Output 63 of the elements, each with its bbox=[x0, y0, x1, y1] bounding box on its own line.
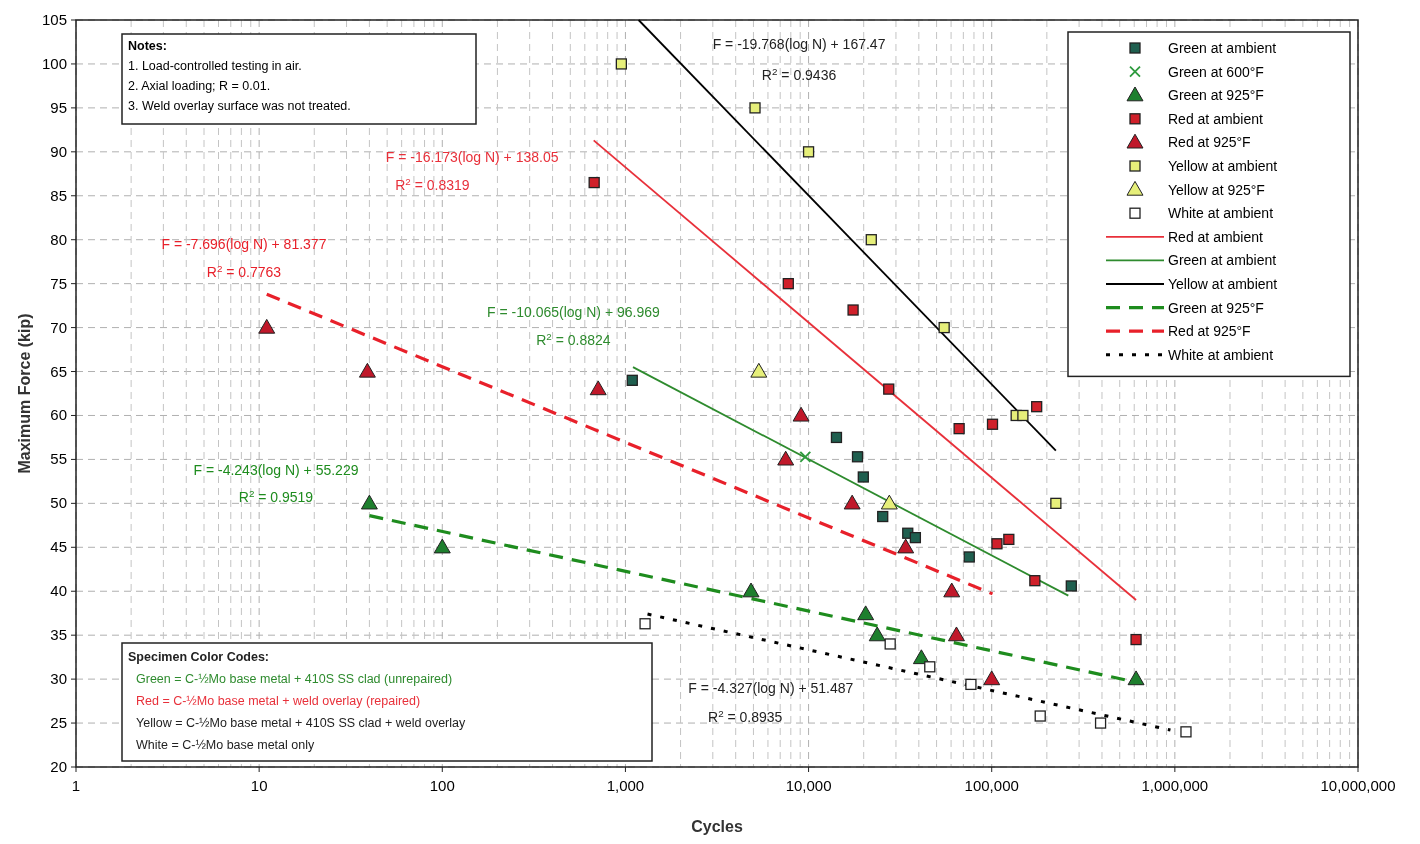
annotation: 1. Load-controlled testing in air. bbox=[128, 59, 302, 73]
annotation: Notes: bbox=[128, 39, 167, 53]
legend-label: Green at 600°F bbox=[1168, 63, 1264, 80]
legend-label: Green at ambient bbox=[1168, 40, 1277, 56]
y-tick-label: 105 bbox=[41, 11, 67, 28]
annotation: White = C-½Mo base metal only bbox=[136, 738, 315, 752]
annotation: R$^{2}$ = 0.8319 bbox=[395, 175, 470, 194]
legend-label: Yellow at ambient bbox=[1168, 276, 1278, 292]
legend-label: White at ambient bbox=[1168, 346, 1274, 363]
y-tick-label: 40 bbox=[50, 582, 67, 600]
annotation: R$^{2}$ = 0.8824 bbox=[536, 330, 611, 348]
legend-label: Green at ambient bbox=[1168, 252, 1277, 269]
y-tick-label: 30 bbox=[50, 670, 67, 688]
annotation: R$^{2}$ = 0.7763 bbox=[206, 262, 282, 281]
annotation: F = -4.327(log N) + 51.487 bbox=[688, 679, 854, 696]
x-tick-label: 10 bbox=[250, 777, 268, 794]
annotation: F = -4.243(log N) + 55.229 bbox=[193, 461, 359, 478]
legend-label: Green at 925°F bbox=[1168, 87, 1264, 104]
y-tick-label: 45 bbox=[50, 538, 67, 556]
y-tick-label: 75 bbox=[50, 274, 67, 292]
y-tick-label: 65 bbox=[50, 362, 67, 380]
annotation: F = -10.065(log N) + 96.969 bbox=[487, 304, 661, 321]
x-tick-label: 100,000 bbox=[964, 777, 1019, 794]
x-tick-label: 100 bbox=[429, 777, 455, 794]
legend-label: White at ambient bbox=[1168, 205, 1274, 222]
annotation: R$^{2}$ = 0.9519 bbox=[238, 487, 314, 506]
y-axis-title: Maximum Force (kip) bbox=[16, 313, 33, 474]
x-tick-label: 1,000,000 bbox=[1141, 777, 1209, 794]
y-tick-label: 100 bbox=[41, 54, 67, 72]
x-tick-label: 1,000 bbox=[606, 777, 645, 794]
legend-label: Green at 925°F bbox=[1168, 299, 1264, 316]
legend-label: Red at ambient bbox=[1168, 228, 1264, 245]
legend-label: Red at ambient bbox=[1168, 110, 1264, 127]
y-tick-label: 95 bbox=[50, 98, 67, 116]
x-tick-label: 10,000 bbox=[785, 777, 832, 794]
y-tick-label: 90 bbox=[50, 142, 67, 160]
legend-label: Yellow at 925°F bbox=[1168, 181, 1265, 198]
y-tick-label: 50 bbox=[50, 494, 67, 512]
annotation: R$^{2}$ = 0.9436 bbox=[761, 65, 837, 84]
annotation: F = -19.768(log N) + 167.47 bbox=[712, 35, 886, 52]
legend-label: Yellow at ambient bbox=[1168, 158, 1278, 174]
legend-label: Red at 925°F bbox=[1168, 134, 1251, 151]
y-tick-label: 70 bbox=[50, 318, 67, 336]
legend-label: Red at 925°F bbox=[1168, 323, 1251, 340]
y-tick-label: 55 bbox=[50, 450, 67, 468]
annotation: R$^{2}$ = 0.8935 bbox=[708, 707, 783, 725]
x-axis-title: Cycles bbox=[691, 818, 743, 835]
y-tick-label: 25 bbox=[50, 714, 67, 732]
annotation: Yellow = C-½Mo base metal + 410S SS clad + weld overlay bbox=[136, 716, 466, 730]
x-tick-label: 10,000,000 bbox=[1320, 777, 1396, 794]
annotation: Green = C-½Mo base metal + 410S SS clad (unrepaired) bbox=[136, 672, 453, 686]
annotation: 2. Axial loading; R = 0.01. bbox=[128, 79, 271, 93]
annotation: F = -16.173(log N) + 138.05 bbox=[385, 149, 559, 166]
y-tick-label: 60 bbox=[50, 406, 67, 424]
y-tick-label: 85 bbox=[50, 186, 67, 204]
annotation: Specimen Color Codes: bbox=[128, 650, 269, 664]
y-tick-label: 80 bbox=[50, 230, 67, 248]
annotation: F = -7.696(log N) + 81.377 bbox=[161, 236, 327, 253]
annotation: 3. Weld overlay surface was not treated. bbox=[128, 99, 351, 113]
y-tick-label: 20 bbox=[50, 758, 67, 775]
annotation: Red = C-½Mo base metal + weld overlay (repaired) bbox=[136, 694, 421, 708]
x-tick-label: 1 bbox=[71, 777, 81, 794]
y-tick-label: 35 bbox=[50, 626, 67, 644]
